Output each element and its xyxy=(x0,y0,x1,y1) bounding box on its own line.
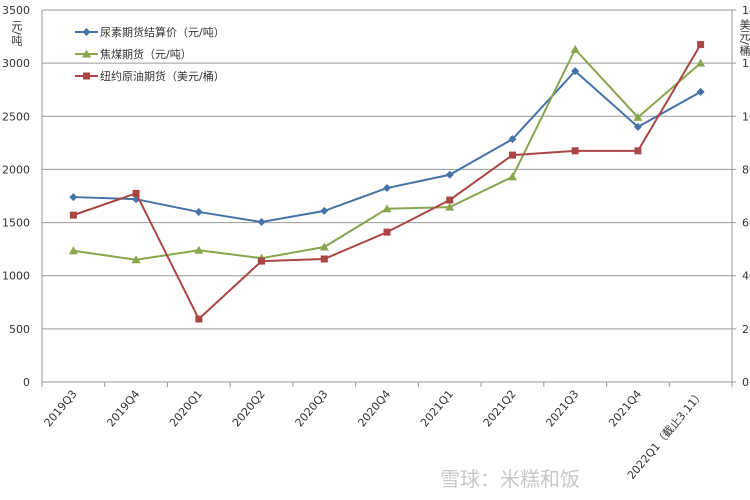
y-right-tick-label: 20 xyxy=(742,323,750,336)
watermark: 雪球：米糕和饭 xyxy=(440,467,580,491)
y-left-tick-label: 1500 xyxy=(2,217,30,230)
x-tick-label: 2020Q4 xyxy=(355,388,393,430)
x-tick-label: 2020Q3 xyxy=(293,388,331,430)
series-0 xyxy=(69,67,705,227)
data-point xyxy=(195,315,203,323)
y-left-tick-label: 0 xyxy=(23,376,30,389)
x-tick-label: 2019Q4 xyxy=(104,388,142,430)
data-point xyxy=(257,218,266,227)
data-point xyxy=(320,206,329,215)
y-right-tick-label: 120 xyxy=(742,57,750,70)
series-2 xyxy=(69,41,705,323)
y-right-tick-label: 0 xyxy=(742,376,749,389)
data-point xyxy=(132,189,140,197)
y-left-tick-label: 2500 xyxy=(2,110,30,123)
data-point xyxy=(508,135,517,144)
x-tick-label: 2021Q2 xyxy=(481,388,519,430)
data-point xyxy=(320,255,328,263)
y-right-tick-label: 40 xyxy=(742,270,750,283)
y-right-tick-label: 80 xyxy=(742,163,750,176)
x-tick-label: 2019Q3 xyxy=(42,388,80,430)
data-point xyxy=(634,147,642,155)
data-point xyxy=(633,122,642,131)
legend-marker xyxy=(82,28,91,36)
data-point xyxy=(131,255,141,264)
series-line xyxy=(73,69,702,224)
data-point xyxy=(194,245,204,254)
data-point xyxy=(507,172,517,181)
x-tick-label: 2020Q1 xyxy=(167,388,205,430)
data-point xyxy=(445,202,455,211)
y-left-tick-label: 2000 xyxy=(2,163,30,176)
data-point xyxy=(571,67,580,76)
data-point xyxy=(258,257,266,265)
data-point xyxy=(194,207,203,216)
legend-marker xyxy=(83,72,90,80)
data-point xyxy=(445,170,454,179)
y-left-axis-label: 元/吨 xyxy=(10,20,23,46)
x-tick-label: 2020Q2 xyxy=(230,388,268,430)
y-right-tick-label: 60 xyxy=(742,217,750,230)
data-point xyxy=(68,246,78,255)
series-line xyxy=(73,44,702,321)
data-point xyxy=(697,41,705,49)
x-tick-label: 2021Q1 xyxy=(418,388,456,430)
data-point xyxy=(696,58,706,67)
data-point xyxy=(382,204,392,213)
legend-label: 焦煤期货（元/吨） xyxy=(100,47,192,61)
legend-label: 尿素期货结算价（元/吨） xyxy=(100,25,225,39)
data-point xyxy=(446,196,454,204)
y-left-tick-label: 1000 xyxy=(2,270,30,283)
y-right-tick-label: 140 xyxy=(742,4,750,17)
data-point xyxy=(319,242,329,251)
data-point xyxy=(383,228,391,236)
y-right-axis-label: 美元/桶 xyxy=(738,19,750,56)
data-point xyxy=(69,193,78,202)
data-point xyxy=(383,184,391,193)
y-right-tick-label: 100 xyxy=(742,110,750,123)
data-point xyxy=(69,211,77,219)
data-point xyxy=(571,147,579,155)
y-left-tick-label: 500 xyxy=(9,323,30,336)
x-tick-label: 2021Q4 xyxy=(606,388,644,430)
data-point xyxy=(633,112,643,121)
x-tick-label: 2021Q3 xyxy=(543,388,581,430)
data-point xyxy=(570,44,580,53)
legend-marker xyxy=(82,49,91,58)
data-point xyxy=(508,151,516,159)
data-point xyxy=(696,87,705,96)
y-left-tick-label: 3000 xyxy=(2,57,30,70)
legend-label: 纽约原油期货（美元/桶） xyxy=(100,69,225,83)
y-left-tick-label: 3500 xyxy=(2,4,30,17)
